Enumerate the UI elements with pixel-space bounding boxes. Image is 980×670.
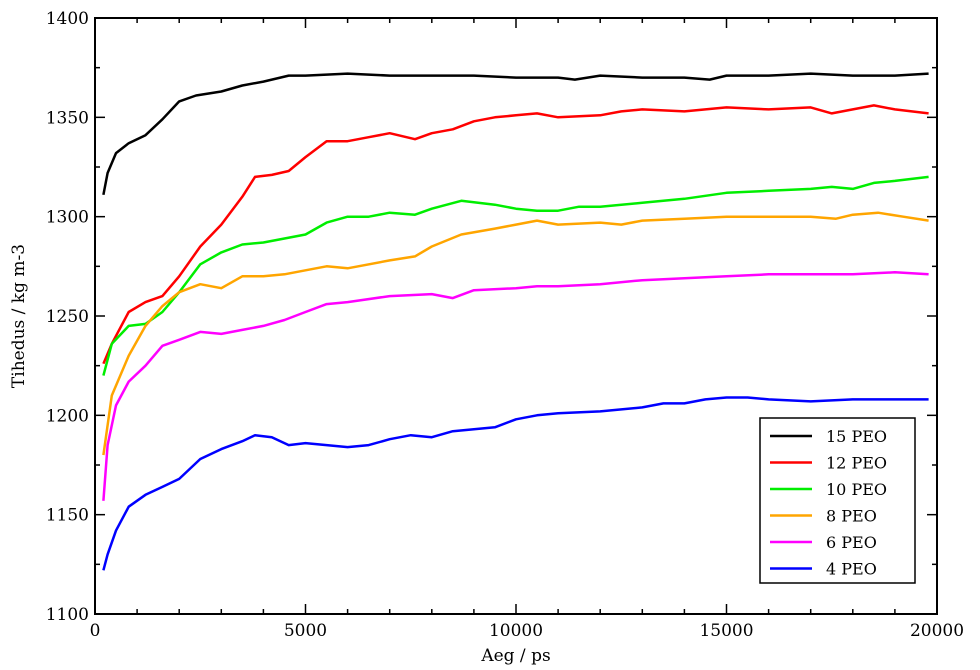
x-tick-label: 15000 bbox=[699, 621, 753, 641]
x-tick-label: 10000 bbox=[489, 621, 543, 641]
axis-ticks: 0 5000 10000 15000 20000 1100 1150 1200 1250 1300… bbox=[46, 9, 964, 641]
y-tick-label: 1350 bbox=[46, 108, 89, 128]
series-line bbox=[102, 175, 929, 376]
series-line bbox=[102, 396, 929, 571]
x-tick-label: 20000 bbox=[910, 621, 964, 641]
y-tick-label: 1150 bbox=[46, 506, 89, 526]
x-tick-label: 0 bbox=[90, 621, 101, 641]
series-line bbox=[102, 211, 929, 456]
x-tick-label: 5000 bbox=[284, 621, 327, 641]
y-tick-label: 1100 bbox=[46, 605, 89, 625]
legend-label: 4 PEO bbox=[826, 560, 877, 579]
y-tick-label: 1200 bbox=[46, 406, 89, 426]
legend-label: 6 PEO bbox=[826, 533, 877, 552]
series-lines bbox=[102, 72, 929, 571]
legend-label: 15 PEO bbox=[826, 427, 887, 446]
legend-box bbox=[759, 417, 916, 584]
series-line bbox=[102, 271, 929, 501]
legend: 15 PEO 12 PEO 10 PEO 8 PEO 6 PEO 4 PEO bbox=[759, 417, 916, 584]
y-axis-label: Tihedus / kg m-3 bbox=[9, 244, 29, 388]
series-line bbox=[102, 104, 929, 365]
y-tick-label: 1400 bbox=[46, 9, 89, 29]
x-axis-label: Aeg / ps bbox=[480, 646, 550, 666]
y-tick-label: 1300 bbox=[46, 208, 89, 228]
y-tick-label: 1250 bbox=[46, 307, 89, 327]
legend-label: 10 PEO bbox=[826, 480, 887, 499]
legend-label: 8 PEO bbox=[826, 507, 877, 526]
series-line bbox=[102, 72, 929, 196]
legend-label: 12 PEO bbox=[826, 454, 887, 473]
